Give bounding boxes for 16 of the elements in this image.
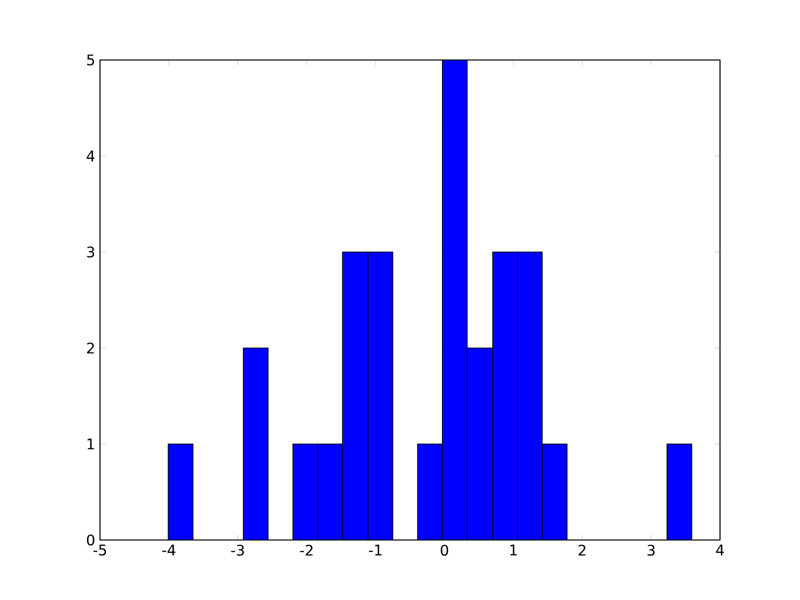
y-tick-label: 1 (88, 438, 94, 450)
x-tick-label: -2 (300, 544, 312, 556)
x-tick-label: 4 (716, 544, 724, 556)
x-tick-label: 1 (510, 544, 517, 556)
y-tick-label: 0 (86, 534, 94, 546)
y-tick-label: 3 (87, 246, 94, 258)
y-tick-label: 2 (87, 342, 94, 354)
x-tick-label: -1 (368, 544, 382, 556)
x-tick-label: 0 (440, 544, 448, 556)
x-tick-label: 2 (578, 544, 586, 556)
x-tick-label: -4 (162, 544, 176, 556)
x-tick-label: 3 (648, 544, 655, 556)
y-tick-label: 4 (86, 150, 94, 162)
x-tick-label: -3 (231, 544, 244, 556)
y-tick-label: 5 (87, 54, 94, 66)
x-tick-label: -5 (93, 544, 106, 556)
